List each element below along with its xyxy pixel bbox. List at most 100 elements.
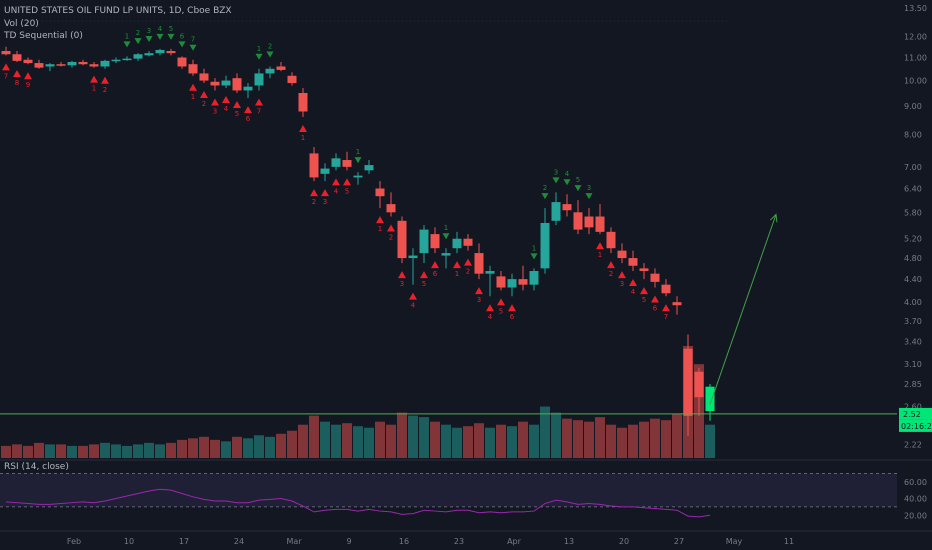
td-buy-arrow <box>387 224 395 232</box>
td-buy-arrow <box>343 178 351 186</box>
td-buy-count: 1 <box>301 134 305 142</box>
volume-bar <box>386 424 396 458</box>
time-axis-label: 23 <box>454 537 464 546</box>
volume-bar <box>254 435 264 458</box>
candle-body <box>100 60 110 67</box>
td-sell-arrow <box>585 193 593 200</box>
volume-bar <box>551 412 561 458</box>
td-sell-count: 3 <box>587 184 591 192</box>
td-sell-arrow <box>552 177 560 184</box>
td-buy-count: 2 <box>312 198 316 206</box>
td-buy-count: 4 <box>224 105 229 113</box>
td-buy-arrow <box>662 304 670 312</box>
candle-body <box>78 61 88 65</box>
price-axis: 13.50 12.00 11.00 10.00 9.00 8.00 7.00 6.40 5.80… <box>899 4 932 520</box>
td-buy-count: 1 <box>92 85 96 93</box>
td-buy-arrow <box>321 189 329 197</box>
td-sell-arrow <box>255 53 263 60</box>
candle-body <box>573 212 583 230</box>
rsi-pane <box>0 459 932 518</box>
volume-bar <box>397 412 407 458</box>
volume-bar <box>144 442 154 458</box>
rsi-label[interactable]: RSI (14, close) <box>4 462 69 472</box>
candle-body <box>529 271 539 285</box>
volume-bar <box>166 442 176 458</box>
time-axis-label: Feb <box>67 537 81 546</box>
td-sell-arrow <box>134 38 142 45</box>
td-sell-arrow <box>167 33 175 40</box>
time-axis-label: 24 <box>234 537 244 546</box>
candle-body <box>221 80 231 86</box>
td-buy-arrow <box>244 106 252 114</box>
candle-body <box>584 216 594 228</box>
volume-bar <box>474 423 484 458</box>
candle-body <box>375 188 385 197</box>
volume-bar <box>221 441 231 458</box>
countdown-tag <box>899 419 932 432</box>
price-axis-label: 5.80 <box>904 208 922 217</box>
td-sell-count: 5 <box>169 25 173 33</box>
td-sell-count: 1 <box>532 244 536 252</box>
candle-body <box>694 371 704 398</box>
candle-body <box>617 250 627 259</box>
volume-bar <box>243 438 253 458</box>
volume-bar <box>67 445 77 458</box>
td-sell-count: 1 <box>125 32 129 40</box>
volume-bar <box>1 445 11 458</box>
td-buy-arrow <box>596 242 604 250</box>
candle-body <box>441 253 451 256</box>
time-axis-label: May <box>726 537 743 546</box>
volume-bar <box>364 427 374 458</box>
time-axis-label: 9 <box>346 537 351 546</box>
td-buy-arrow <box>299 125 307 133</box>
rsi-line <box>5 488 711 518</box>
candle-body <box>705 386 715 412</box>
volume-bar <box>100 442 110 458</box>
volume-bar <box>375 421 385 458</box>
td-sell-arrow <box>442 233 450 240</box>
volume-bar <box>353 426 363 458</box>
rsi-axis-label: 20.00 <box>904 511 927 520</box>
td-sell-arrow <box>145 36 153 43</box>
volume-bar <box>540 406 550 458</box>
td-buy-count: 2 <box>609 270 613 278</box>
td-sequential-label[interactable]: TD Sequential (0) <box>4 31 83 41</box>
td-sell-count: 5 <box>576 176 580 184</box>
volume-bar <box>309 415 319 458</box>
candle-body <box>397 220 407 259</box>
td-sell-count: 7 <box>191 36 195 44</box>
td-buy-count: 6 <box>653 305 658 313</box>
candle-body <box>353 175 363 178</box>
price-axis-label: 2.85 <box>904 380 922 389</box>
current-price-tag <box>899 407 932 420</box>
td-buy-count: 1 <box>598 251 602 259</box>
candle-body <box>309 153 319 178</box>
td-buy-count: 3 <box>477 296 481 304</box>
candle-body <box>166 51 176 54</box>
volume-bar <box>78 445 88 458</box>
td-sell-count: 2 <box>543 184 547 192</box>
td-buy-arrow <box>497 298 505 306</box>
td-buy-arrow <box>475 287 483 295</box>
volume-bar <box>463 426 473 458</box>
td-buy-count: 6 <box>246 115 251 123</box>
td-buy-count: 5 <box>642 296 646 304</box>
volume-indicator-label[interactable]: Vol (20) <box>4 19 39 29</box>
td-sell-arrow <box>123 41 131 48</box>
candle-body <box>408 255 418 259</box>
volume-bar <box>89 444 99 458</box>
price-axis-label: 7.00 <box>904 163 922 172</box>
candle-body <box>34 63 44 68</box>
volume-bar <box>276 433 286 458</box>
candle-body <box>276 66 286 70</box>
td-buy-count: 2 <box>389 234 393 242</box>
time-axis-label: 17 <box>179 537 189 546</box>
td-buy-count: 7 <box>257 107 261 115</box>
td-buy-arrow <box>607 261 615 269</box>
candle-body <box>672 302 682 306</box>
volume-bar <box>122 445 132 458</box>
td-sell-count: 1 <box>356 148 360 156</box>
price-axis-label: 2.22 <box>904 441 922 450</box>
price-axis-label: 5.20 <box>904 235 922 244</box>
